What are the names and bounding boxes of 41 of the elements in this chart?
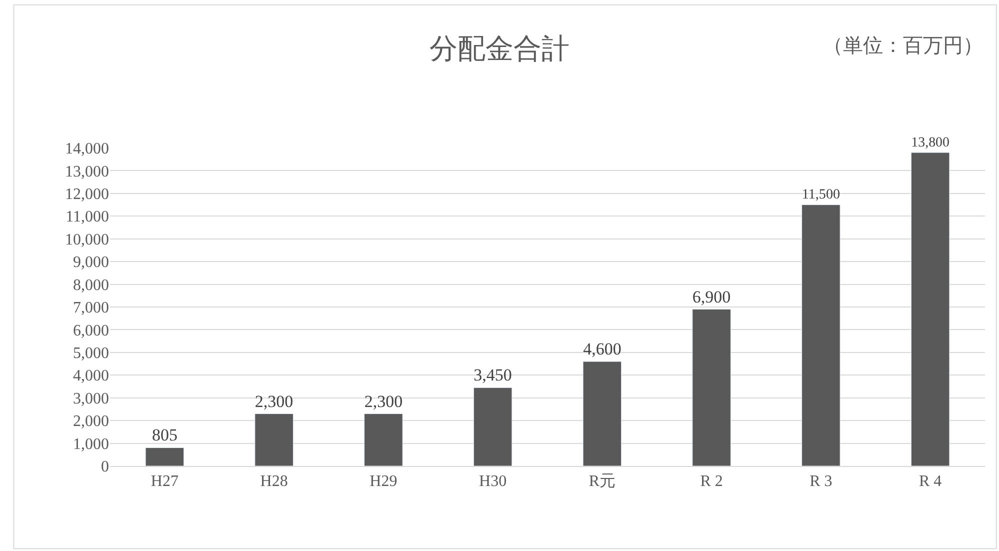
y-tick-label: 14,000	[65, 140, 109, 158]
chart-title: 分配金合計	[430, 34, 570, 66]
x-tick-label: H29	[370, 473, 398, 490]
y-tick-label: 2,000	[73, 413, 109, 430]
data-label: 2,300	[364, 392, 403, 411]
data-label: 3,450	[474, 366, 512, 385]
y-tick-label: 7,000	[73, 300, 109, 317]
bar	[364, 414, 403, 466]
bar	[802, 204, 840, 466]
data-label: 805	[152, 426, 178, 445]
bar	[473, 387, 512, 466]
y-tick-label: 6,000	[73, 322, 109, 340]
y-tick-label: 13,000	[65, 163, 109, 180]
data-label: 2,300	[254, 392, 294, 411]
bar	[145, 447, 184, 466]
y-tick-label: 12,000	[65, 186, 109, 204]
data-label: 13,800	[911, 135, 950, 150]
x-tick-label: R 3	[810, 473, 832, 490]
x-tick-label: H30	[479, 473, 507, 490]
y-tick-label: 4,000	[73, 368, 109, 385]
y-tick-label: 11,000	[66, 208, 109, 226]
y-tick-label: 10,000	[65, 231, 109, 248]
y-tick-label: 3,000	[73, 390, 109, 408]
x-tick-label: R 2	[700, 473, 723, 490]
bar	[910, 152, 950, 466]
data-label: 11,500	[802, 186, 840, 202]
y-tick-label: 8,000	[73, 276, 109, 294]
data-label: 4,600	[583, 340, 622, 359]
bar	[692, 309, 731, 466]
y-tick-label: 0	[101, 458, 109, 476]
x-tick-label: H28	[260, 473, 288, 490]
x-tick-label: R 4	[918, 473, 942, 490]
bar	[582, 361, 622, 466]
bar	[254, 414, 294, 466]
data-label: 6,900	[692, 287, 731, 306]
y-tick-label: 1,000	[73, 436, 109, 453]
x-tick-label: R元	[588, 473, 616, 490]
x-tick-label: H27	[150, 473, 178, 490]
text: （単位：百万円）	[823, 35, 983, 57]
y-tick-label: 5,000	[73, 345, 109, 362]
y-tick-label: 9,000	[73, 254, 109, 272]
